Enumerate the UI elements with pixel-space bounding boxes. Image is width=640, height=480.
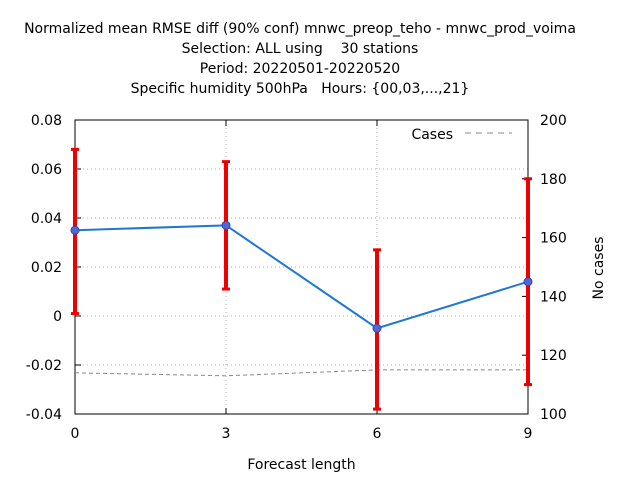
y2-tick-label: 100 xyxy=(540,407,567,423)
chart-title-line-1: Normalized mean RMSE diff (90% conf) mnw… xyxy=(24,21,576,37)
chart-title-line-2: Selection: ALL using 30 stations xyxy=(181,41,419,57)
y-tick-label: 0.04 xyxy=(31,211,62,227)
y-tick-label: 0.02 xyxy=(31,260,62,276)
data-point xyxy=(523,277,533,287)
y-tick-label: 0.06 xyxy=(31,162,62,178)
data-point xyxy=(221,220,231,230)
data-point xyxy=(70,225,80,235)
series-layer xyxy=(70,147,533,411)
y-tick-label: 0 xyxy=(53,309,62,325)
x-tick-label: 0 xyxy=(71,426,80,442)
rmse-diff-line xyxy=(74,224,529,330)
y2-axis-label: No cases xyxy=(591,237,607,300)
x-axis-label: Forecast length xyxy=(247,457,355,473)
cases-line xyxy=(74,369,528,377)
x-tick-label: 3 xyxy=(222,426,231,442)
y2-tick-label: 200 xyxy=(540,113,567,129)
legend: Cases xyxy=(411,127,512,143)
y2-tick-label: 180 xyxy=(540,172,567,188)
y2-tick-label: 160 xyxy=(540,231,567,247)
data-point xyxy=(372,323,382,333)
x-tick-label: 9 xyxy=(524,426,533,442)
x-tick-label: 6 xyxy=(373,426,382,442)
y2-tick-label: 120 xyxy=(540,348,567,364)
y-tick-label: -0.02 xyxy=(26,358,62,374)
chart-title-line-3: Period: 20220501-20220520 xyxy=(199,61,401,77)
y2-tick-label: 140 xyxy=(540,289,567,305)
chart-title-line-4: Specific humidity 500hPa Hours: {00,03,.… xyxy=(130,81,470,97)
y-tick-label: -0.04 xyxy=(26,407,62,423)
y-tick-label: 0.08 xyxy=(31,113,62,129)
legend-label-cases: Cases xyxy=(411,127,453,143)
axis-ticks: -0.04 -0.02 0 0.02 0.04 0.06 0.08 100 120 140 160 1… xyxy=(26,113,567,442)
